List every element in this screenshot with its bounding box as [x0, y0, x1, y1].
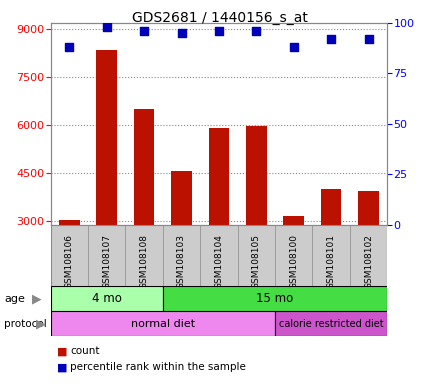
Text: GSM108100: GSM108100 — [289, 234, 298, 289]
Text: calorie restricted diet: calorie restricted diet — [279, 318, 383, 329]
Bar — [246, 126, 267, 225]
Text: GSM108108: GSM108108 — [139, 234, 149, 289]
Text: GSM108105: GSM108105 — [252, 234, 261, 289]
Text: GSM108102: GSM108102 — [364, 234, 373, 289]
Point — [103, 24, 110, 30]
Point — [216, 28, 223, 34]
Text: GSM108103: GSM108103 — [177, 234, 186, 289]
Bar — [51, 286, 163, 311]
Point — [141, 28, 148, 34]
Bar — [358, 191, 379, 225]
Point — [290, 44, 297, 50]
Bar — [59, 220, 80, 225]
Text: GSM108104: GSM108104 — [214, 234, 224, 289]
Text: normal diet: normal diet — [131, 318, 195, 329]
Bar — [134, 109, 154, 225]
Text: GDS2681 / 1440156_s_at: GDS2681 / 1440156_s_at — [132, 11, 308, 25]
Bar — [209, 128, 229, 225]
Bar — [96, 50, 117, 225]
Text: 15 mo: 15 mo — [257, 292, 293, 305]
Text: 4 mo: 4 mo — [92, 292, 121, 305]
Bar — [163, 286, 387, 311]
Bar — [275, 311, 387, 336]
Point — [253, 28, 260, 34]
Text: ▶: ▶ — [32, 292, 42, 305]
Text: GSM108106: GSM108106 — [65, 234, 74, 289]
Text: ▶: ▶ — [36, 317, 46, 330]
Bar — [171, 171, 192, 225]
Text: GSM108101: GSM108101 — [326, 234, 336, 289]
Point — [327, 36, 335, 42]
Point — [66, 44, 73, 50]
Point — [178, 30, 185, 36]
Text: age: age — [4, 294, 25, 304]
Text: protocol: protocol — [4, 319, 47, 329]
Bar — [321, 189, 341, 225]
Text: ■: ■ — [57, 346, 68, 356]
Bar — [51, 311, 275, 336]
Text: percentile rank within the sample: percentile rank within the sample — [70, 362, 246, 372]
Text: count: count — [70, 346, 100, 356]
Text: GSM108107: GSM108107 — [102, 234, 111, 289]
Bar — [283, 216, 304, 225]
Point — [365, 36, 372, 42]
Text: ■: ■ — [57, 362, 68, 372]
